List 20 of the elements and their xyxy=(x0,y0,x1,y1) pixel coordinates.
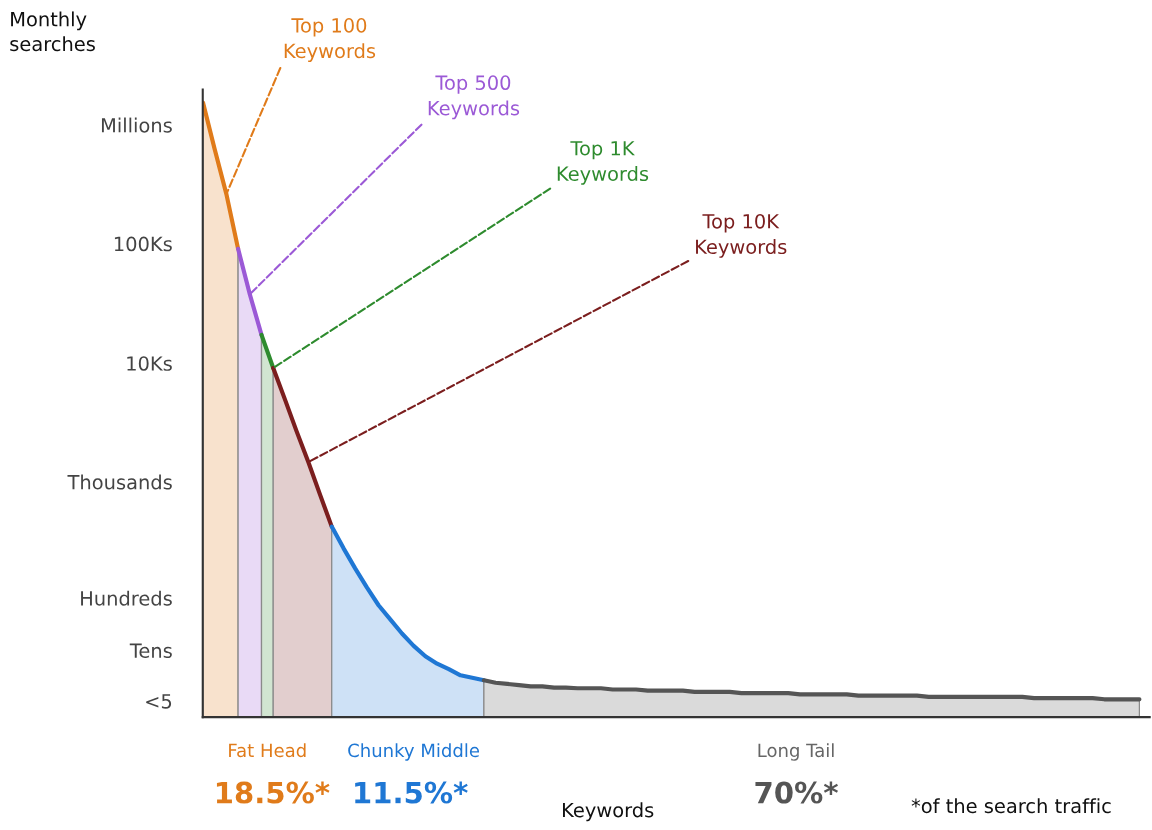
text: Tens xyxy=(129,643,172,659)
text: <5 xyxy=(146,694,172,709)
text: Fat Head xyxy=(229,743,306,758)
text: 18.5%* xyxy=(216,781,330,804)
text: Top 500 Keywords xyxy=(428,75,520,120)
text: Top 10K Keywords xyxy=(696,213,787,258)
text: Monthly searches xyxy=(10,11,95,52)
text: *of the search traffic xyxy=(911,798,1111,814)
text: Millions xyxy=(101,117,172,133)
text: Hundreds xyxy=(81,590,172,606)
text: 11.5%* xyxy=(355,781,468,804)
text: Thousands xyxy=(67,474,172,490)
text: 100Ks xyxy=(114,236,172,252)
text: Top 1K Keywords xyxy=(557,141,649,185)
text: Top 100 Keywords xyxy=(284,18,376,62)
text: Long Tail xyxy=(758,743,834,761)
x-axis-title: Keywords xyxy=(563,802,654,822)
text: 10Ks xyxy=(127,356,172,371)
text: Chunky Middle xyxy=(348,743,480,761)
text: 70%* xyxy=(755,781,838,804)
